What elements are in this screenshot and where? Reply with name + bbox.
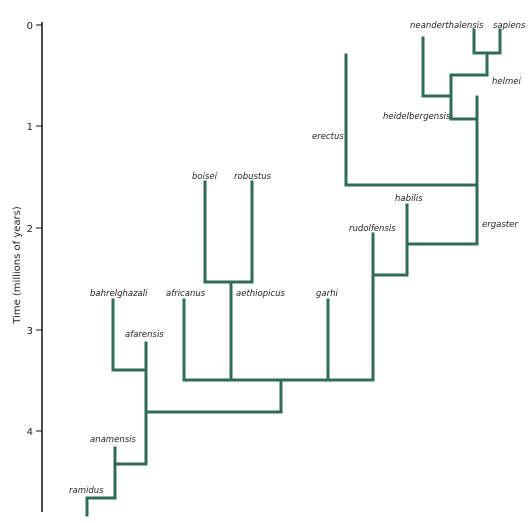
tick-label: 0	[27, 21, 33, 32]
species-label: erectus	[312, 132, 344, 142]
species-label: afarensis	[125, 330, 164, 340]
species-labels: ramidus anamensis bahrelghazali afarensi…	[69, 21, 526, 496]
species-label: anamensis	[90, 435, 136, 445]
tree-branches	[85, 28, 502, 517]
species-label: robustus	[234, 172, 272, 182]
tick-label: 2	[27, 224, 33, 235]
axis-ticks: 0 1 2 3 4	[27, 21, 42, 438]
species-label: neanderthalensis	[410, 21, 484, 31]
species-label: helmei	[492, 77, 521, 87]
tick-label: 3	[27, 326, 33, 337]
species-label: heidelbergensis	[383, 112, 451, 122]
species-label: rudolfensis	[349, 224, 396, 234]
species-label: aethiopicus	[236, 289, 286, 299]
tick-label: 1	[27, 122, 33, 133]
axis-label: Time (millions of years)	[12, 206, 23, 325]
species-label: africanus	[166, 289, 206, 299]
species-label: boisei	[192, 172, 218, 182]
species-label: sapiens	[493, 21, 526, 31]
species-label: ergaster	[482, 220, 518, 230]
species-label: ramidus	[69, 486, 104, 496]
species-label: habilis	[395, 194, 423, 204]
tick-label: 4	[27, 427, 33, 438]
species-label: garhi	[316, 289, 338, 299]
species-label: bahrelghazali	[90, 289, 148, 299]
